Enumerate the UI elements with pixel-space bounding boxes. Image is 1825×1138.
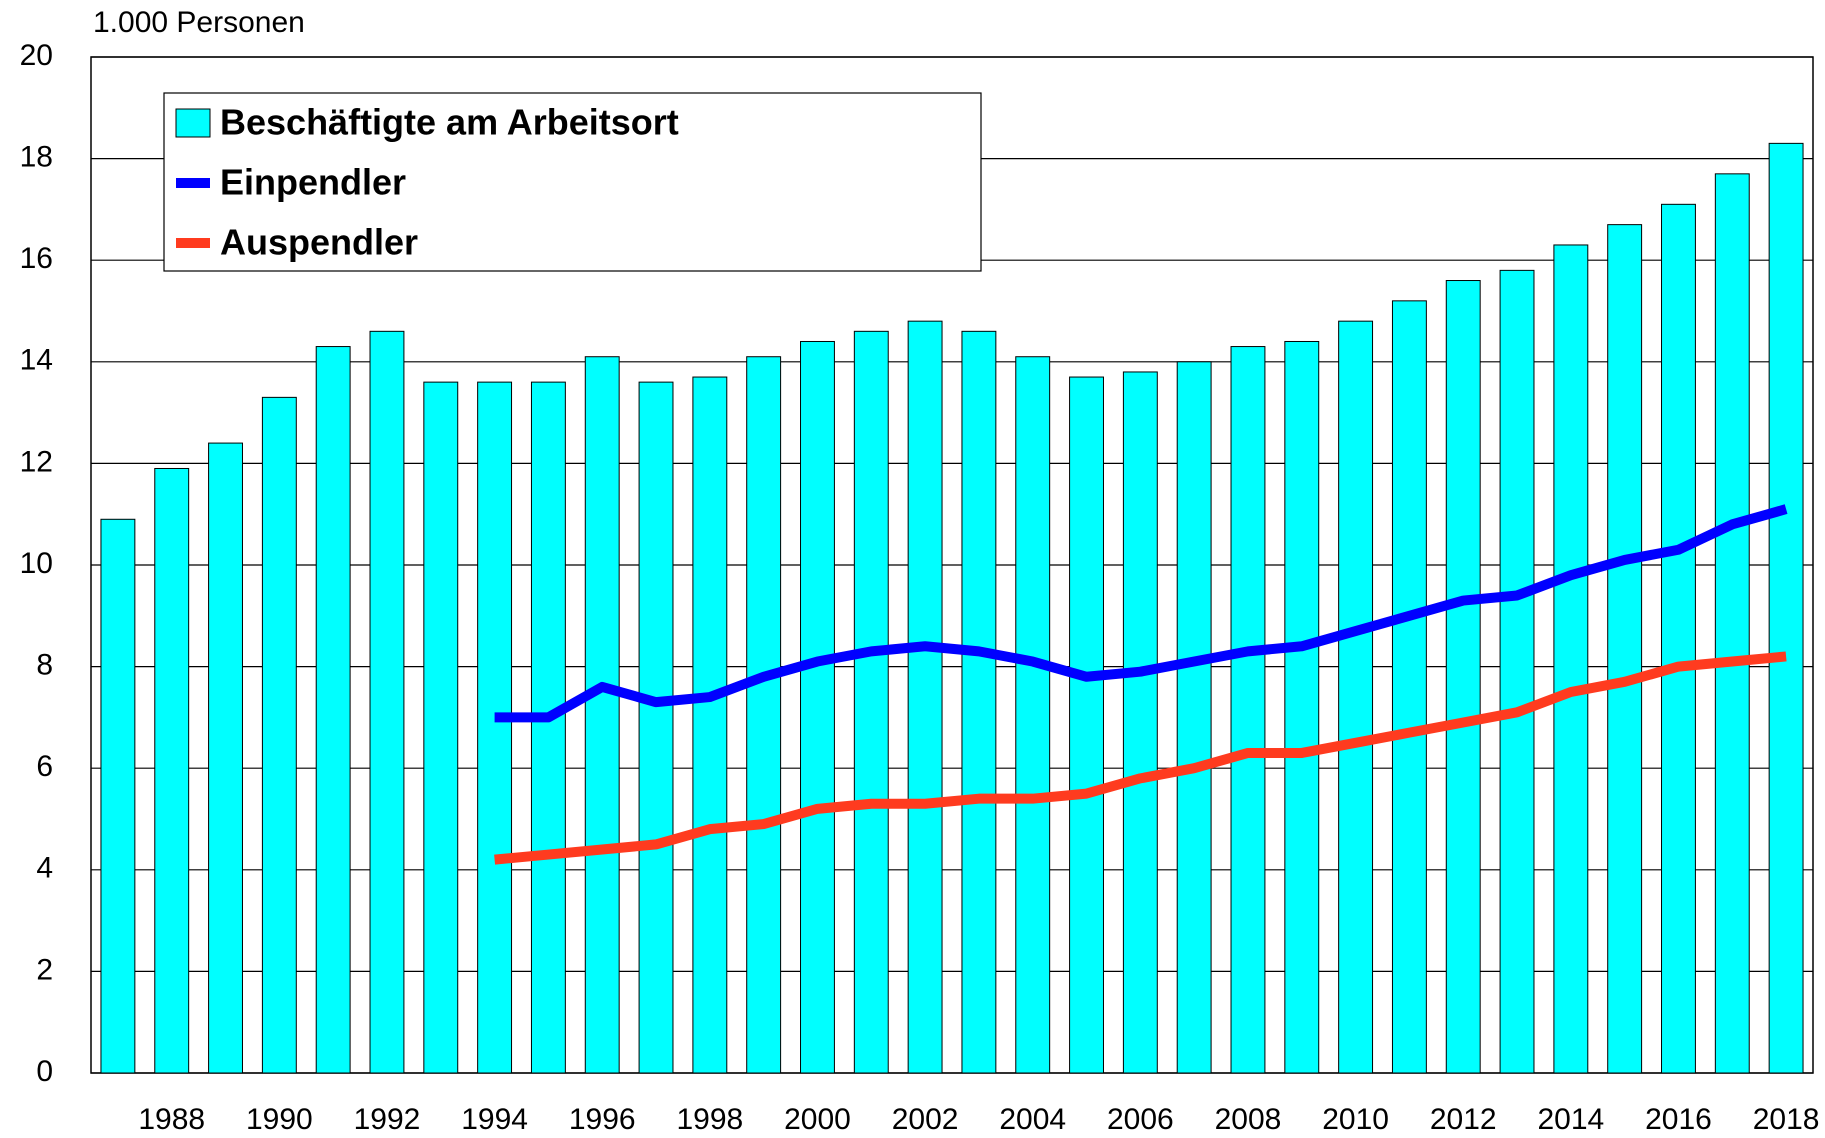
bar [907,320,943,1074]
legend-label: Einpendler [220,162,406,203]
x-tick-label: 2014 [1537,1103,1604,1136]
bar [1230,346,1266,1074]
legend-label: Auspendler [220,222,418,263]
x-tick-label: 2012 [1430,1103,1497,1136]
y-tick-label: 0 [36,1055,53,1088]
y-tick-label: 14 [20,344,53,377]
bar [1661,203,1696,1074]
bar [530,381,566,1074]
bar [477,381,513,1074]
x-tick-label: 1996 [569,1103,636,1136]
line [494,504,1788,723]
bar [100,518,136,1074]
bar [208,442,243,1074]
bar [154,467,190,1074]
bar [1499,269,1535,1074]
x-tick-label: 2000 [784,1103,851,1136]
bar [315,346,351,1074]
y-tick-label: 12 [20,445,53,478]
x-tick-label: 1990 [246,1103,313,1136]
x-tick-label: 2004 [999,1103,1066,1136]
legend-box [163,92,982,272]
bar [1768,142,1804,1074]
bar [1714,173,1750,1074]
bar [638,381,674,1074]
bar [1391,300,1427,1074]
x-tick-label: 2008 [1215,1103,1282,1136]
y-tick-label: 6 [36,750,53,783]
x-tick-label: 1992 [354,1103,421,1136]
bar [1607,224,1643,1074]
x-tick-label: 1988 [138,1103,205,1136]
bar [1553,244,1589,1074]
x-tick-label: 2006 [1107,1103,1174,1136]
bar [1176,361,1212,1074]
plot-border [90,56,1814,1074]
bar [746,356,782,1074]
x-tick-label: 2002 [892,1103,959,1136]
bar [692,376,728,1074]
bar [1122,371,1158,1074]
legend: Beschäftigte am Arbeitsort Einpendler Ausp… [163,92,982,272]
bar [853,330,889,1074]
x-tick-label: 2018 [1753,1103,1820,1136]
x-tick-label: 1998 [676,1103,743,1136]
y-tick-label: 20 [20,39,53,72]
bar [1338,320,1374,1074]
y-tick-label: 2 [36,953,53,986]
bar [1284,340,1320,1074]
y-tick-label: 10 [20,547,53,580]
y-tick-label: 4 [36,852,53,885]
bar [1069,376,1104,1074]
x-tick-label: 2016 [1645,1103,1712,1136]
bar [584,356,620,1074]
x-tick-label: 2010 [1322,1103,1389,1136]
line [494,651,1787,865]
legend-label: Beschäftigte am Arbeitsort [220,102,679,143]
bar [261,396,297,1074]
bar [1015,356,1051,1074]
bar [1445,280,1481,1074]
y-tick-label: 8 [36,649,53,682]
y-tick-label: 16 [20,242,53,275]
bar [423,381,459,1074]
legend-swatch [175,108,211,138]
y-axis-label: 1.000 Personen [93,6,305,39]
bar [800,340,835,1074]
bar [369,330,405,1074]
bar [961,330,997,1074]
y-tick-label: 18 [20,141,53,174]
x-tick-label: 1994 [461,1103,528,1136]
